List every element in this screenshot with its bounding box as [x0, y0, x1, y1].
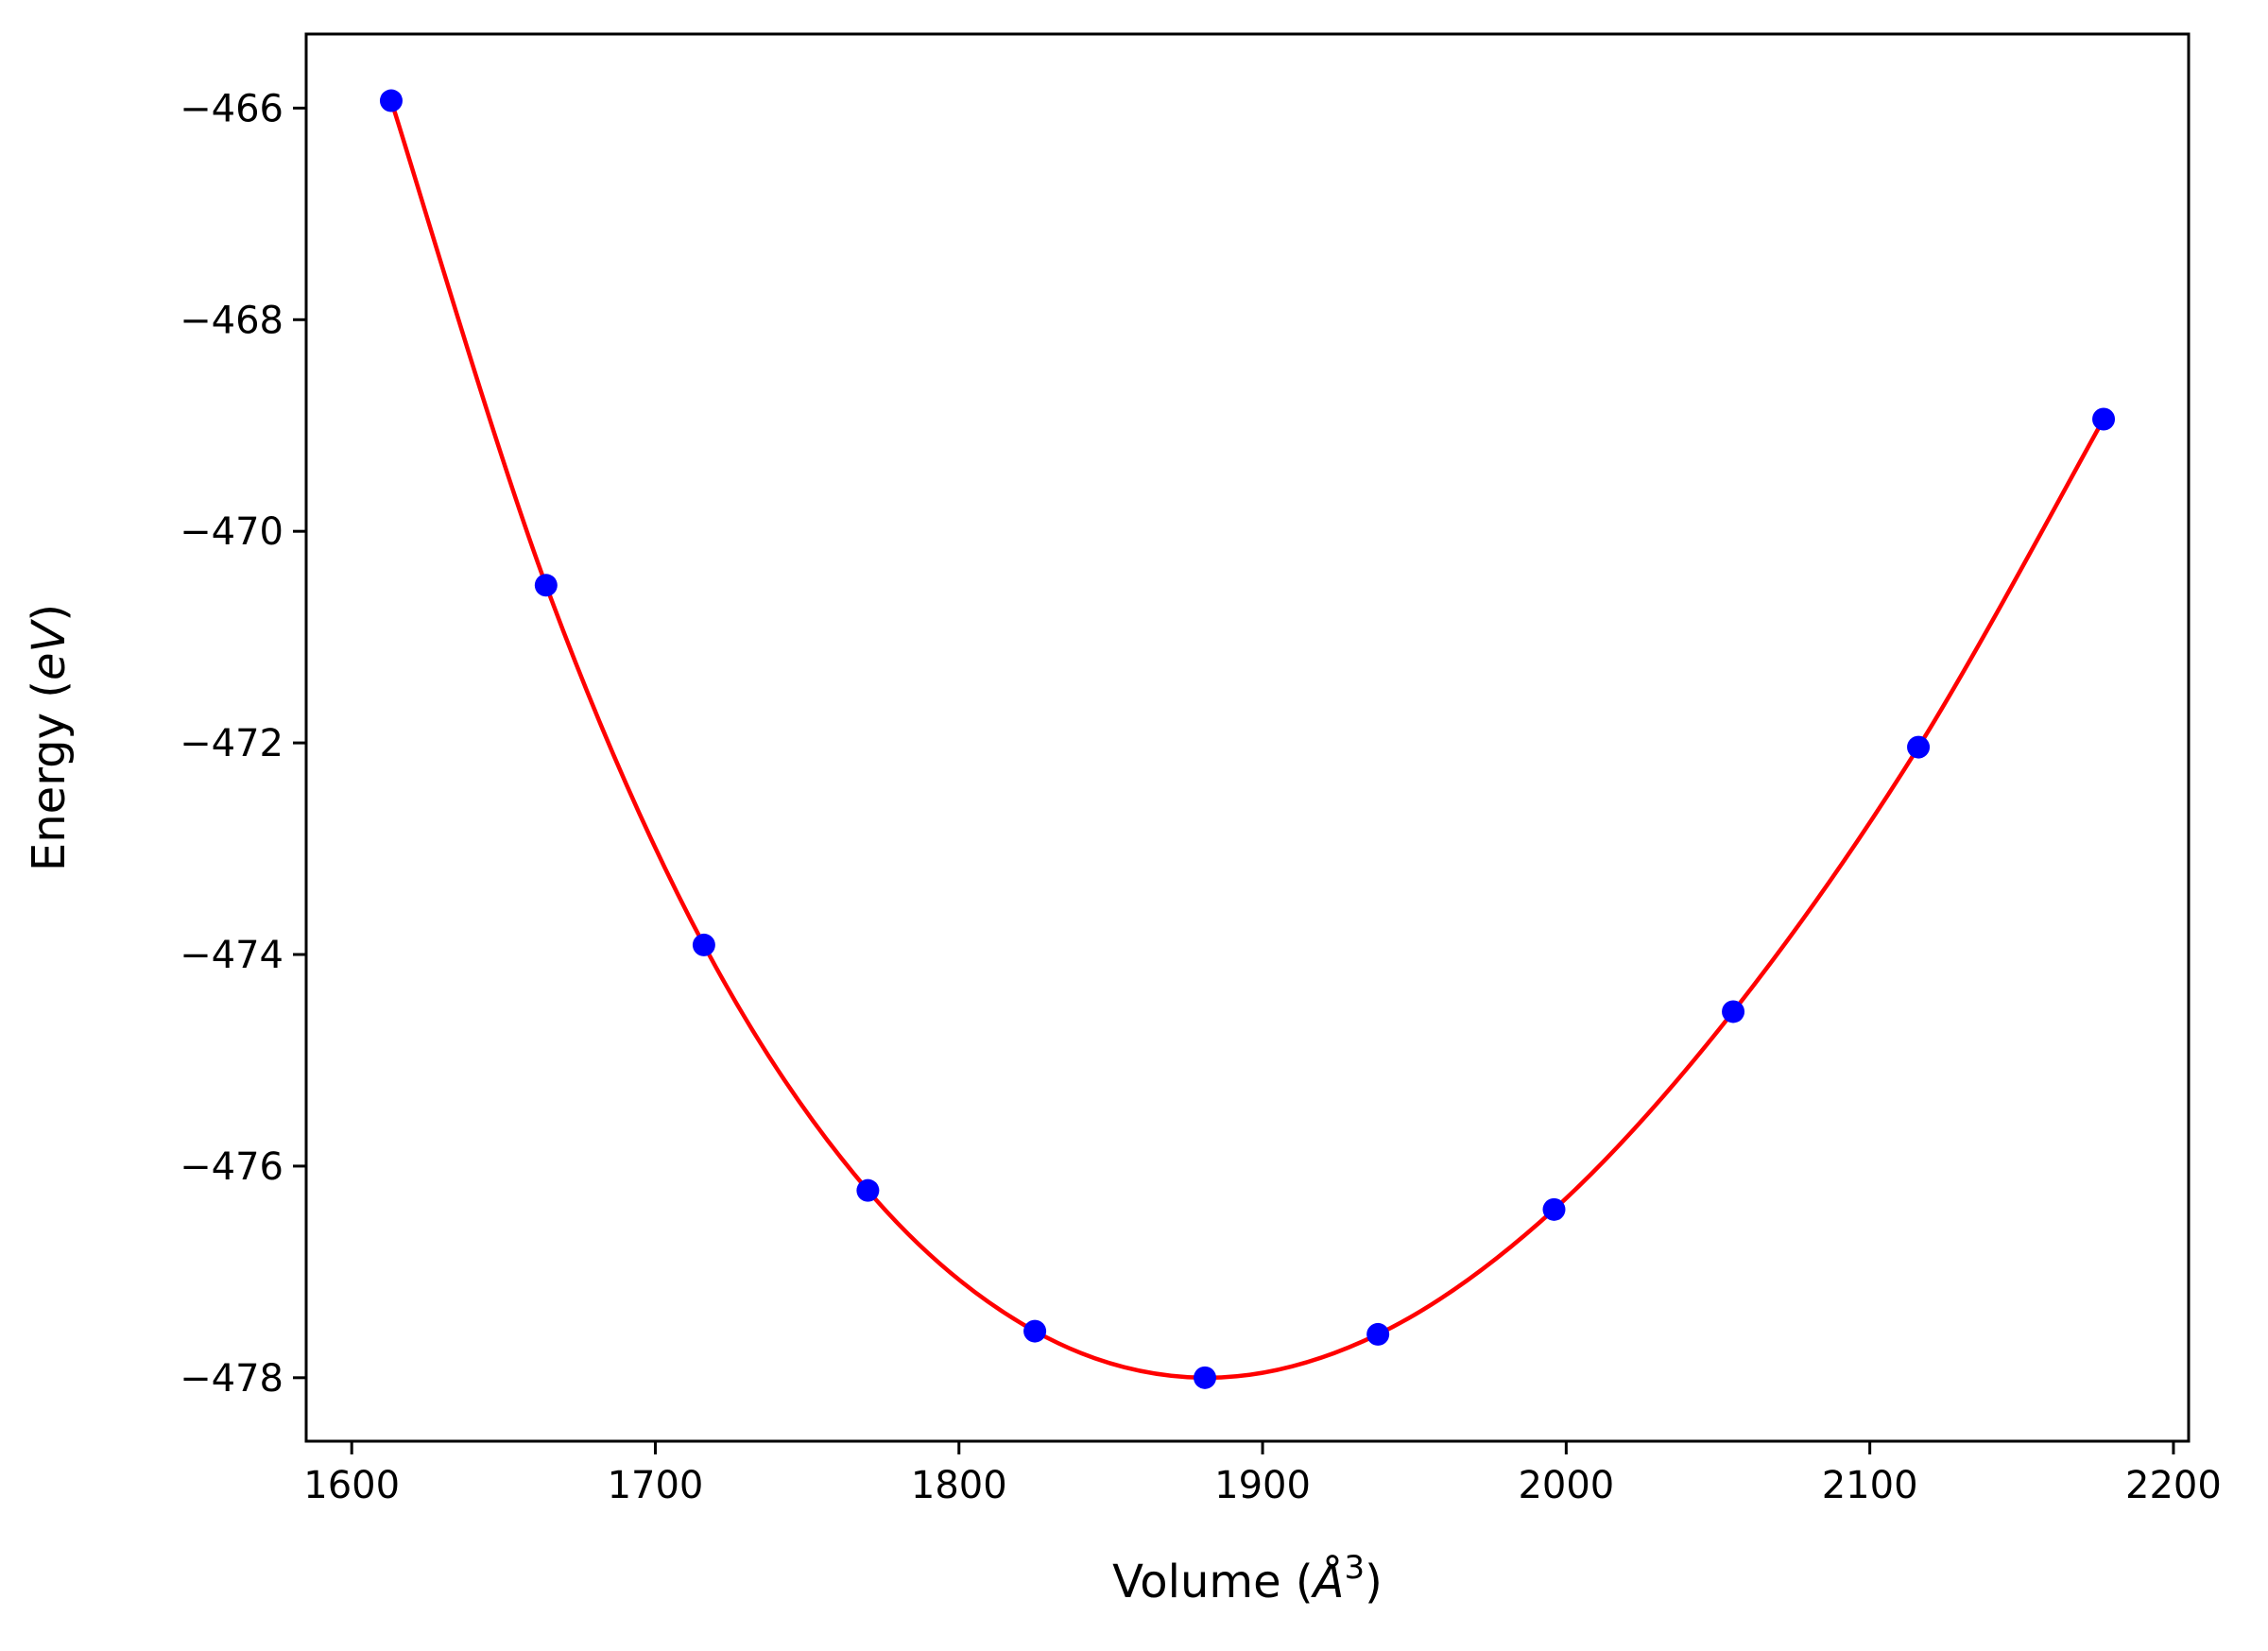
- y-tick-label: −476: [180, 1145, 284, 1189]
- x-tick-label: 2100: [1822, 1464, 1918, 1507]
- y-axis-label: Energy (eV): [23, 604, 76, 871]
- data-point: [856, 1178, 880, 1202]
- x-tick-label: 2200: [2125, 1464, 2222, 1507]
- axis-ticks: 1600 1700 1800 1900 2000 2100 2200 −466 −468 −470…: [180, 87, 2222, 1507]
- y-tick-label: −478: [180, 1357, 284, 1401]
- plot-area: [379, 89, 2116, 1389]
- data-point: [534, 574, 558, 597]
- data-point: [2092, 407, 2116, 431]
- data-point: [692, 933, 715, 956]
- data-point: [1194, 1366, 1217, 1389]
- fit-curve-line: [388, 99, 2105, 1381]
- x-tick-label: 1900: [1214, 1464, 1311, 1507]
- x-tick-label: 1700: [608, 1464, 704, 1507]
- y-tick-label: −468: [180, 299, 284, 342]
- axes-frame: [304, 32, 2191, 1443]
- data-point: [1907, 735, 1931, 759]
- y-tick-label: −472: [180, 722, 284, 765]
- y-tick-label: −466: [180, 87, 284, 130]
- x-axis-label: Volume (Å3): [1112, 1549, 1383, 1608]
- y-tick-label: −474: [180, 934, 284, 977]
- y-tick-label: −470: [180, 510, 284, 554]
- data-point: [1366, 1322, 1390, 1346]
- x-tick-label: 1800: [911, 1464, 1007, 1507]
- data-point: [1722, 1000, 1745, 1023]
- x-tick-label: 1600: [303, 1464, 400, 1507]
- data-point: [1023, 1319, 1047, 1343]
- data-point: [1542, 1197, 1566, 1221]
- x-tick-label: 2000: [1518, 1464, 1614, 1507]
- data-point: [379, 89, 403, 112]
